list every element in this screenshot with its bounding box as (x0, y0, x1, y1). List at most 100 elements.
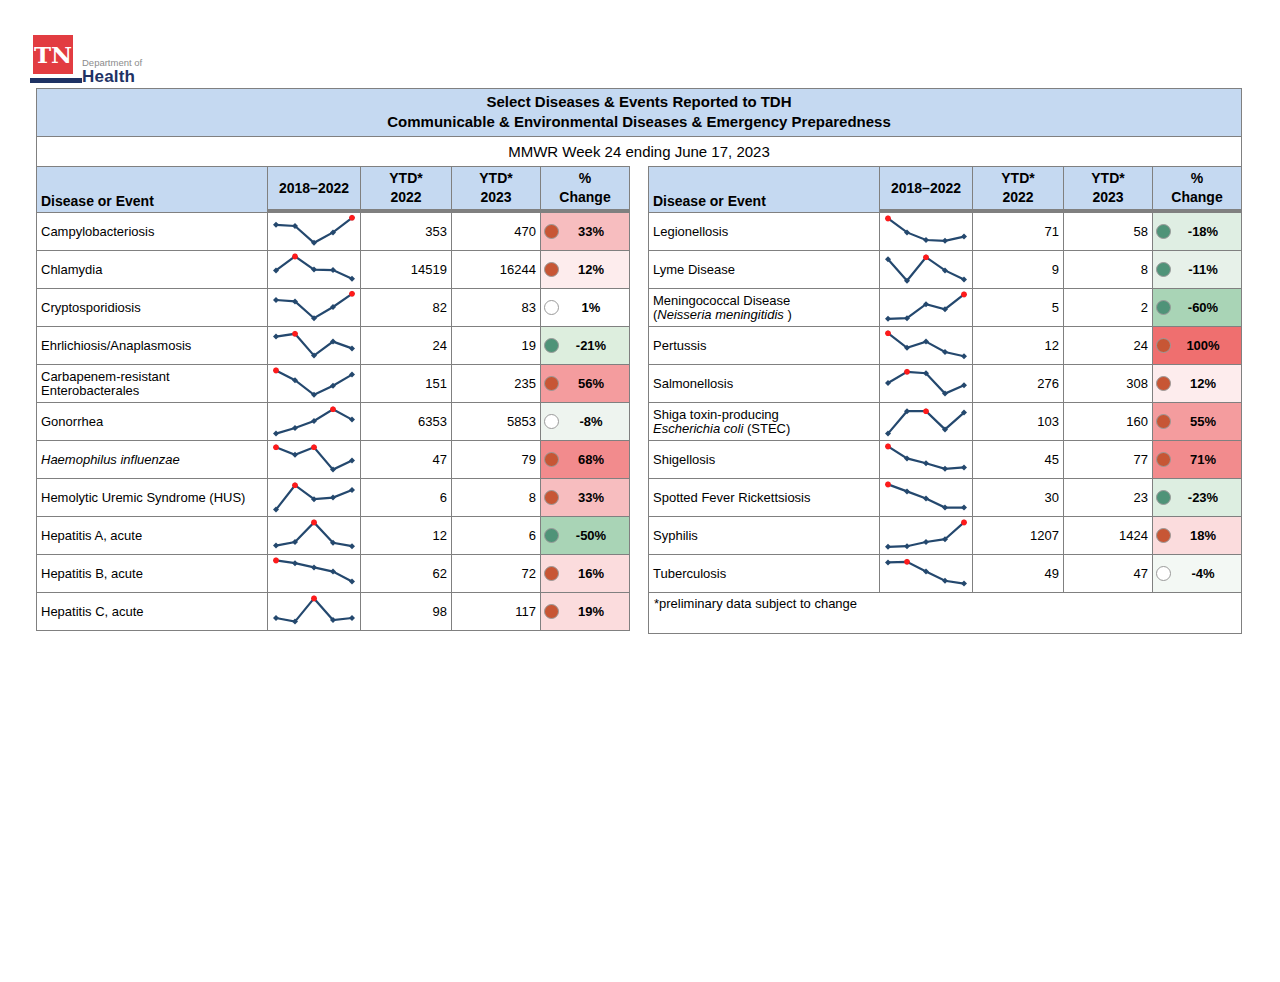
ytd-2022-value: 151 (361, 365, 451, 402)
percent-change-value: 1% (559, 300, 629, 315)
trend-sparkline (880, 555, 972, 592)
column-header-trend: 2018–2022 (880, 167, 972, 209)
column-header-ytd-2023: YTD*2023 (1064, 167, 1152, 209)
trend-cell (268, 517, 360, 554)
max-point-dot (961, 520, 967, 526)
data-point-marker (904, 543, 910, 549)
disease-name-cell: Ehrlichiosis/Anaplasmosis (37, 327, 267, 364)
percent-change-value: 12% (559, 262, 629, 277)
data-point-marker (923, 237, 929, 243)
tn-health-logo: TN Department of Health (33, 35, 263, 87)
increase-circle-icon (1156, 452, 1171, 467)
disease-name-cell: Campylobacteriosis (37, 213, 267, 250)
increase-circle-icon (544, 262, 559, 277)
ytd-2022-value: 14519 (361, 251, 451, 288)
increase-circle-icon (544, 224, 559, 239)
trend-cell (268, 213, 360, 250)
percent-change-cell: 19% (541, 593, 629, 630)
percent-change-value: -60% (1171, 300, 1241, 315)
neutral-circle-icon (1156, 566, 1171, 581)
max-point-dot (311, 596, 317, 602)
max-point-dot (292, 331, 298, 337)
max-point-dot (885, 444, 891, 450)
disease-name-cell: Haemophilus influenzae (37, 441, 267, 478)
percent-change-cell: 1% (541, 289, 629, 326)
disease-name-cell: Syphilis (649, 517, 879, 554)
max-point-dot (311, 444, 317, 450)
percent-change-value: -4% (1171, 566, 1241, 581)
trend-sparkline (268, 327, 360, 364)
percent-change-value: 16% (559, 566, 629, 581)
percent-change-value: 33% (559, 490, 629, 505)
trend-cell (880, 213, 972, 250)
trend-cell (880, 365, 972, 402)
max-point-dot (273, 558, 279, 564)
max-point-dot (923, 254, 929, 260)
data-point-marker (273, 615, 279, 621)
increase-circle-icon (544, 490, 559, 505)
percent-change-cell: -11% (1153, 251, 1241, 288)
percent-change-value: 12% (1171, 376, 1241, 391)
trend-cell (268, 289, 360, 326)
trend-sparkline (268, 555, 360, 592)
percent-change-value: -18% (1171, 224, 1241, 239)
ytd-2023-value: 1424 (1064, 517, 1152, 554)
ytd-2023-value: 72 (452, 555, 540, 592)
max-point-dot (923, 408, 929, 414)
ytd-2022-value: 353 (361, 213, 451, 250)
ytd-2023-value: 117 (452, 593, 540, 630)
data-point-marker (292, 425, 298, 431)
trend-cell (880, 327, 972, 364)
column-header-disease: Disease or Event (37, 167, 267, 212)
data-point-marker (961, 581, 967, 587)
max-point-dot (349, 215, 355, 221)
percent-change-value: 100% (1171, 338, 1241, 353)
ytd-2022-value: 6 (361, 479, 451, 516)
tn-logo-letters: TN (34, 43, 72, 66)
trend-cell (880, 403, 972, 440)
disease-name-cell: Shiga toxin-producingEscherichia coli (S… (649, 403, 879, 440)
tables-row: Disease or Event2018–2022YTD*2022YTD*202… (36, 166, 1242, 634)
percent-change-value: -23% (1171, 490, 1241, 505)
disease-name-cell: Gonorrhea (37, 403, 267, 440)
max-point-dot (885, 216, 891, 222)
disease-name-cell: Spotted Fever Rickettsiosis (649, 479, 879, 516)
trend-cell (880, 289, 972, 326)
column-header-percent-change: %Change (541, 167, 629, 209)
trend-cell (268, 441, 360, 478)
percent-change-value: -50% (559, 528, 629, 543)
decrease-circle-icon (1156, 224, 1171, 239)
max-point-dot (349, 291, 355, 297)
percent-change-cell: 33% (541, 213, 629, 250)
max-point-dot (273, 368, 279, 374)
percent-change-cell: -4% (1153, 555, 1241, 592)
percent-change-cell: 56% (541, 365, 629, 402)
data-point-marker (885, 316, 891, 322)
ytd-2023-value: 8 (452, 479, 540, 516)
ytd-2023-value: 58 (1064, 213, 1152, 250)
ytd-2022-value: 276 (973, 365, 1063, 402)
data-point-marker (273, 431, 279, 437)
percent-change-value: -21% (559, 338, 629, 353)
trend-sparkline (880, 327, 972, 364)
ytd-2022-value: 12 (973, 327, 1063, 364)
percent-change-cell: -8% (541, 403, 629, 440)
trend-sparkline (268, 593, 360, 630)
decrease-circle-icon (1156, 262, 1171, 277)
percent-change-cell: 16% (541, 555, 629, 592)
ytd-2023-value: 47 (1064, 555, 1152, 592)
trend-sparkline (880, 213, 972, 250)
disease-name-cell: Hepatitis B, acute (37, 555, 267, 592)
increase-circle-icon (1156, 338, 1171, 353)
trend-cell (268, 403, 360, 440)
ytd-2023-value: 235 (452, 365, 540, 402)
trend-sparkline (268, 213, 360, 250)
disease-name-cell: Shigellosis (649, 441, 879, 478)
disease-name-cell: Carbapenem-resistantEnterobacterales (37, 365, 267, 402)
increase-circle-icon (544, 452, 559, 467)
trend-sparkline (268, 517, 360, 554)
percent-change-cell: 12% (1153, 365, 1241, 402)
trend-sparkline (880, 365, 972, 402)
column-header-ytd-2023: YTD*2023 (452, 167, 540, 209)
data-point-marker (273, 543, 279, 549)
